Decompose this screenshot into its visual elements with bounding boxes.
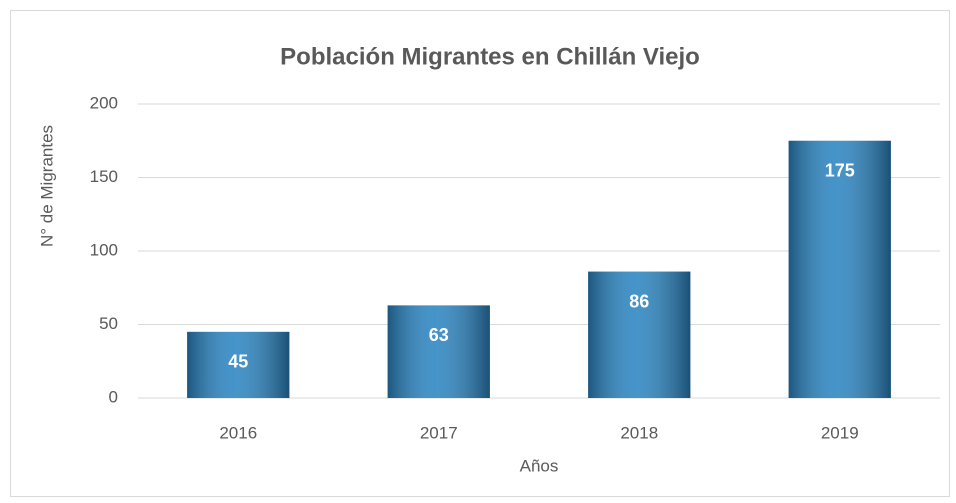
bar-shade bbox=[588, 271, 691, 398]
y-tick-label: 150 bbox=[90, 167, 118, 186]
x-tick-label: 2019 bbox=[821, 423, 859, 442]
data-label: 86 bbox=[629, 291, 649, 311]
y-axis-title: N° de Migrantes bbox=[37, 125, 56, 247]
chart-title: Población Migrantes en Chillán Viejo bbox=[280, 43, 700, 70]
bar-shade bbox=[788, 140, 891, 398]
bar-shade bbox=[187, 331, 290, 398]
y-tick-label: 0 bbox=[109, 387, 118, 406]
data-label: 45 bbox=[228, 352, 248, 372]
x-tick-label: 2016 bbox=[219, 423, 257, 442]
data-label: 63 bbox=[429, 325, 449, 345]
data-label: 175 bbox=[825, 161, 855, 181]
bar-shade bbox=[387, 305, 490, 398]
x-tick-label: 2017 bbox=[420, 423, 458, 442]
y-tick-label: 50 bbox=[99, 314, 118, 333]
y-tick-label: 200 bbox=[90, 93, 118, 112]
x-tick-label: 2018 bbox=[620, 423, 658, 442]
y-tick-label: 100 bbox=[90, 240, 118, 259]
x-axis-title: Años bbox=[520, 456, 559, 475]
